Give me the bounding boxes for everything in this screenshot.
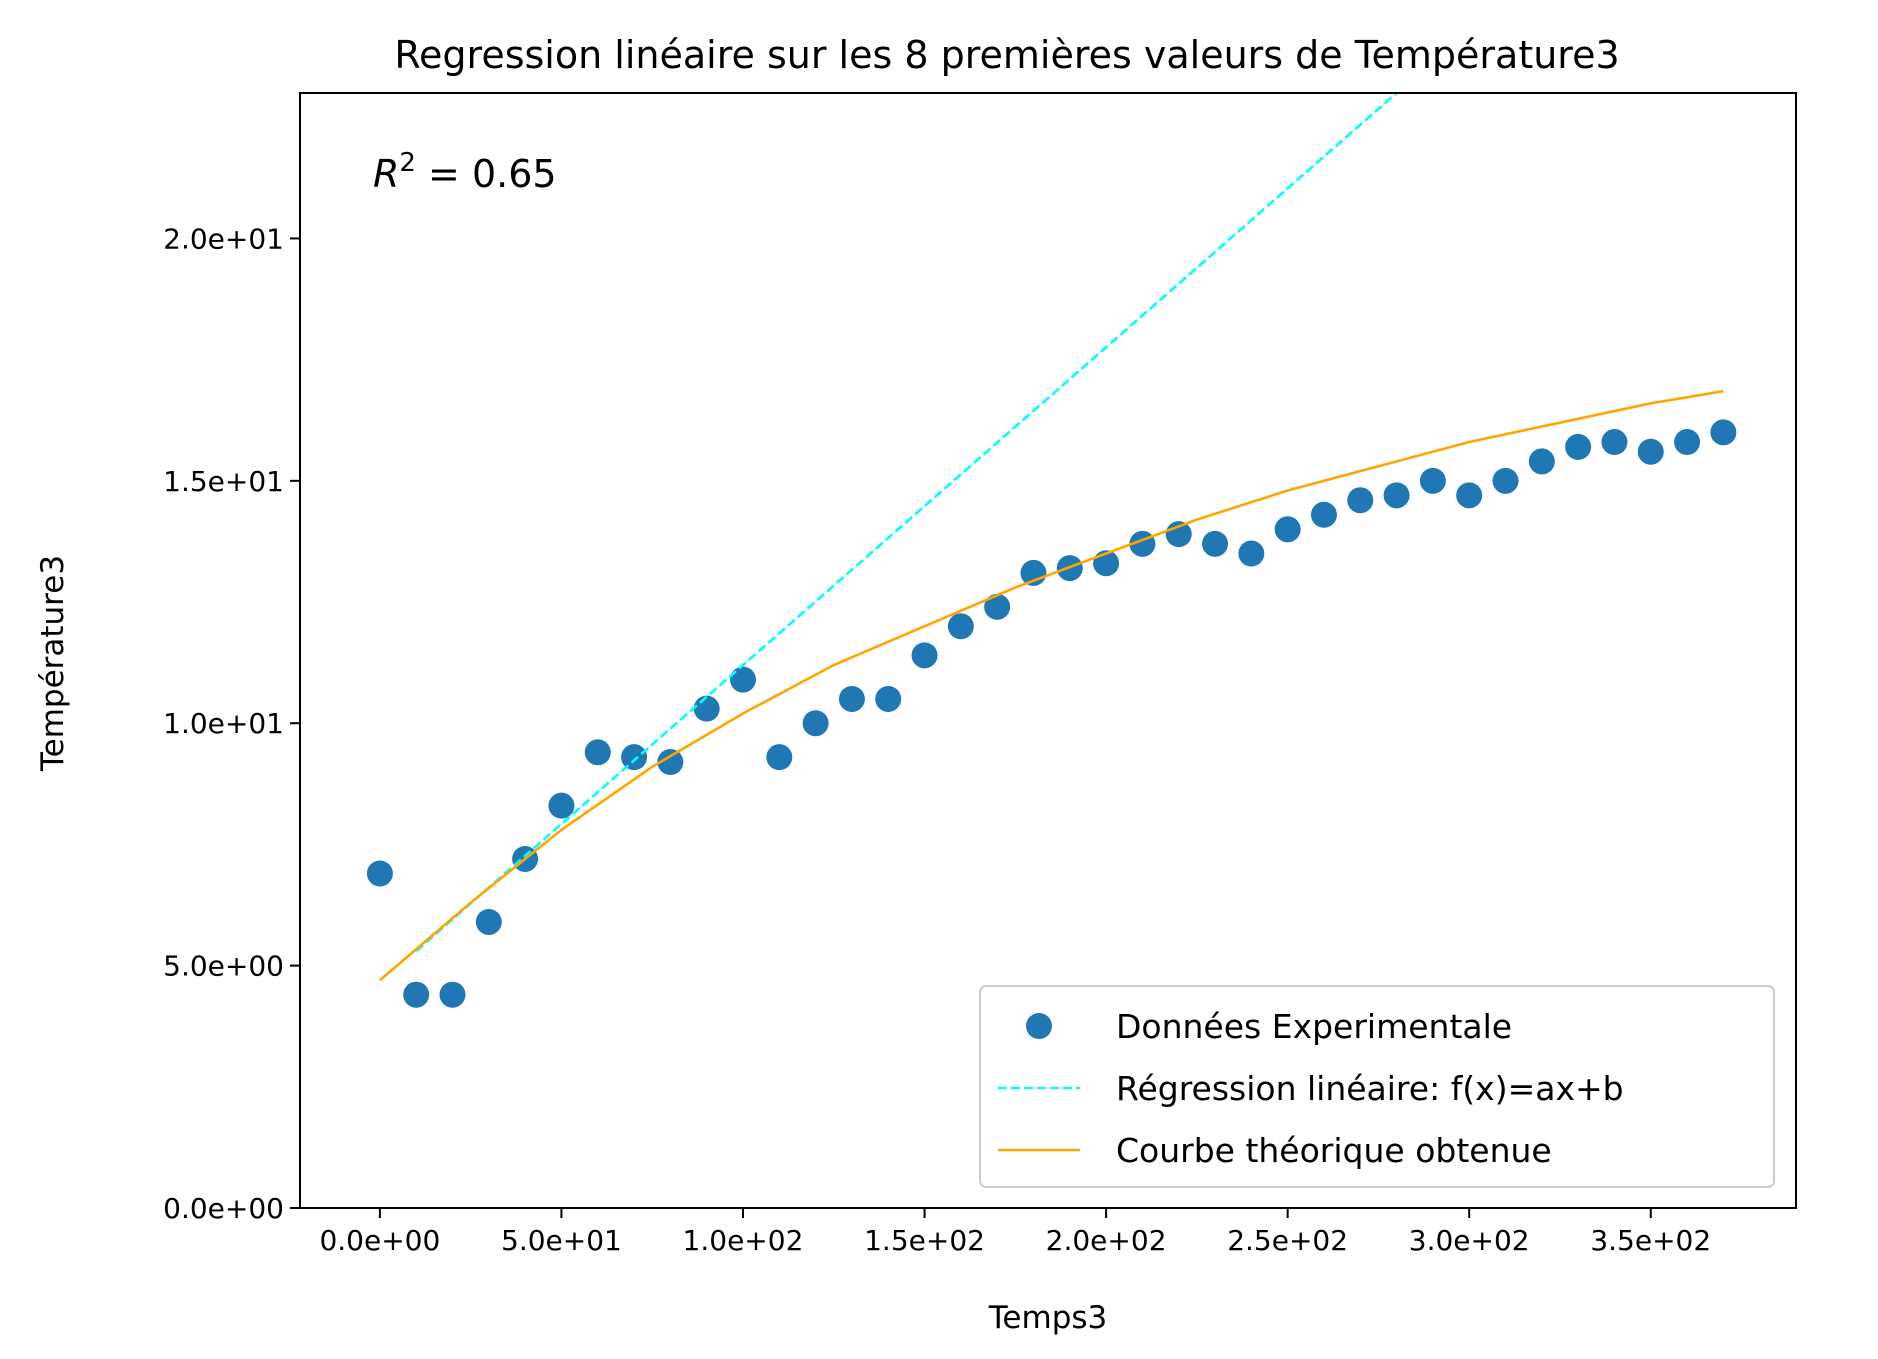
- data-point: [947, 613, 974, 640]
- data-point: [1347, 487, 1374, 514]
- data-point: [1528, 448, 1555, 475]
- data-point: [1492, 467, 1519, 494]
- data-point: [1456, 482, 1483, 509]
- x-axis-label: Temps3: [988, 1300, 1108, 1336]
- x-tick-label: 3.0e+02: [1409, 1224, 1530, 1257]
- y-tick-label: 0.0e+00: [163, 1192, 284, 1225]
- x-tick-label: 3.5e+02: [1590, 1224, 1711, 1257]
- data-point: [1710, 419, 1737, 446]
- legend-label: Régression linéaire: f(x)=ax+b: [1116, 1069, 1624, 1108]
- data-point: [766, 744, 793, 771]
- legend: Données Experimentale Régression linéaire…: [979, 985, 1775, 1188]
- y-tick-label: 1.0e+01: [163, 707, 284, 740]
- r-squared-annotation: R2 = 0.65: [373, 148, 557, 196]
- data-point: [548, 792, 575, 819]
- data-point: [475, 908, 502, 935]
- legend-label: Données Experimentale: [1116, 1007, 1512, 1046]
- data-point: [1310, 501, 1337, 528]
- data-point: [1637, 438, 1664, 465]
- legend-label: Courbe théorique obtenue: [1116, 1131, 1552, 1170]
- theoretical-curve: [379, 389, 1724, 982]
- y-tick-label: 5.0e+00: [163, 950, 284, 983]
- data-point: [1674, 429, 1701, 456]
- x-tick-label: 1.5e+02: [864, 1224, 985, 1257]
- data-point: [403, 981, 430, 1008]
- data-point: [838, 685, 865, 712]
- data-point: [911, 642, 938, 669]
- y-tick-label: 2.0e+01: [163, 222, 284, 255]
- data-point: [693, 695, 720, 722]
- x-tick-label: 1.0e+02: [683, 1224, 804, 1257]
- x-tick-label: 0.0e+00: [319, 1224, 440, 1257]
- data-point: [1601, 429, 1628, 456]
- x-axis: 0.0e+00 5.0e+01 1.0e+02 1.5e+02 2.0e+02 2.5e+…: [319, 1208, 1711, 1257]
- chart-title: Regression linéaire sur les 8 premières …: [394, 33, 1619, 77]
- plot-frame: [299, 92, 1797, 1209]
- data-point: [1565, 433, 1592, 460]
- x-tick-label: 2.5e+02: [1227, 1224, 1348, 1257]
- x-tick-label: 5.0e+01: [501, 1224, 622, 1257]
- data-point: [1274, 516, 1301, 543]
- data-point: [1202, 530, 1229, 557]
- y-axis: 0.0e+00 5.0e+00 1.0e+01 1.5e+01 2.0e+01: [163, 222, 300, 1225]
- legend-box: [979, 985, 1775, 1188]
- data-point: [1238, 540, 1265, 567]
- data-point: [621, 744, 648, 771]
- legend-marker-scatter: [1026, 1013, 1052, 1039]
- data-point: [439, 981, 466, 1008]
- data-point: [366, 860, 393, 887]
- x-tick-label: 2.0e+02: [1046, 1224, 1167, 1257]
- data-point: [984, 593, 1011, 620]
- data-point: [1419, 467, 1446, 494]
- data-point: [802, 710, 829, 737]
- y-tick-label: 1.5e+01: [163, 465, 284, 498]
- data-point: [1383, 482, 1410, 509]
- plot-area: [299, 92, 1797, 1209]
- data-point: [657, 749, 684, 775]
- data-point: [584, 739, 611, 766]
- regression-line: [415, 93, 1398, 953]
- y-axis-label: Température3: [35, 555, 71, 772]
- data-point: [875, 685, 902, 712]
- data-point: [729, 666, 756, 693]
